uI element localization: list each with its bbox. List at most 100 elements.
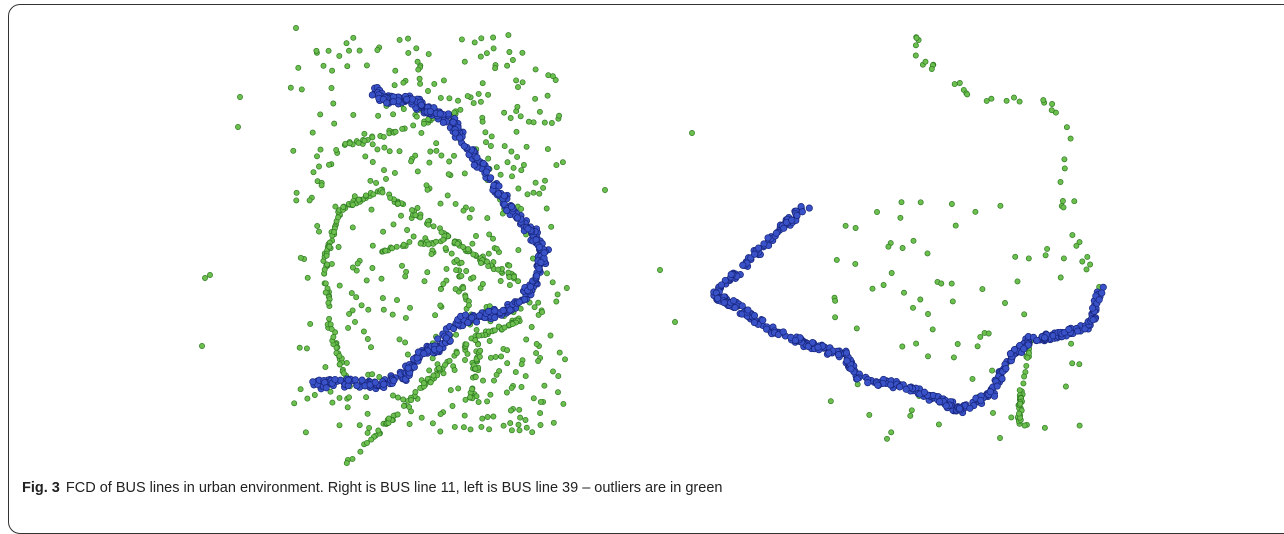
- gps-point: [847, 365, 855, 373]
- gps-point: [472, 365, 479, 372]
- gps-point: [404, 227, 411, 233]
- gps-point: [458, 272, 465, 279]
- gps-point: [429, 420, 436, 427]
- gps-point: [417, 240, 424, 247]
- gps-point: [1017, 400, 1024, 407]
- gps-point: [1074, 327, 1082, 335]
- gps-point: [509, 321, 516, 328]
- gps-point: [331, 229, 337, 235]
- gps-point: [329, 399, 336, 406]
- gps-point: [437, 411, 444, 418]
- gps-point: [331, 120, 338, 127]
- gps-point: [543, 205, 550, 212]
- gps-point: [510, 164, 517, 171]
- gps-point: [390, 377, 398, 385]
- gps-point: [402, 314, 409, 321]
- gps-point: [326, 315, 333, 322]
- gps-point: [328, 85, 335, 91]
- gps-point: [504, 347, 511, 354]
- gps-point: [507, 407, 514, 414]
- gps-point: [482, 129, 489, 136]
- gps-point: [470, 100, 477, 107]
- gps-point: [360, 328, 367, 335]
- gps-point: [526, 283, 535, 291]
- gps-point: [293, 189, 300, 196]
- gps-point: [484, 398, 491, 405]
- gps-point: [349, 201, 356, 208]
- gps-point: [369, 134, 376, 141]
- gps-point: [478, 35, 485, 42]
- gps-point: [407, 304, 413, 311]
- gps-point: [465, 246, 472, 253]
- gps-point: [332, 203, 339, 210]
- gps-point: [472, 337, 479, 344]
- gps-point: [497, 278, 504, 284]
- gps-point: [509, 57, 516, 63]
- gps-point: [490, 413, 497, 420]
- gps-point: [1068, 340, 1075, 347]
- gps-point: [437, 302, 444, 309]
- gps-point: [427, 379, 434, 386]
- gps-point: [451, 129, 459, 137]
- gps-point: [457, 106, 464, 113]
- gps-point: [505, 32, 512, 39]
- gps-point: [472, 374, 479, 380]
- gps-point: [421, 278, 428, 285]
- gps-point: [805, 204, 813, 212]
- gps-point: [977, 333, 984, 340]
- gps-point: [410, 122, 417, 129]
- gps-point: [936, 398, 944, 406]
- gps-point: [491, 314, 499, 322]
- gps-point: [1041, 334, 1049, 342]
- gps-point: [507, 420, 514, 427]
- gps-point: [515, 298, 523, 306]
- gps-point: [954, 341, 961, 347]
- gps-point: [440, 77, 447, 84]
- gps-point: [362, 192, 369, 199]
- gps-point: [379, 189, 386, 196]
- gps-point: [400, 79, 407, 86]
- gps-point: [842, 349, 851, 357]
- gps-point: [291, 400, 298, 407]
- gps-point: [368, 436, 375, 443]
- gps-point: [358, 376, 366, 384]
- gps-point: [1042, 252, 1049, 259]
- gps-point: [1071, 198, 1078, 205]
- gps-point: [470, 251, 477, 258]
- gps-point: [901, 289, 907, 296]
- gps-point: [376, 374, 383, 380]
- gps-point: [433, 238, 439, 245]
- gps-point: [1069, 232, 1076, 239]
- gps-point: [910, 304, 916, 311]
- gps-point: [199, 343, 205, 349]
- gps-point: [361, 137, 368, 144]
- gps-point: [449, 118, 457, 126]
- gps-point: [477, 53, 484, 60]
- gps-point: [369, 265, 376, 271]
- gps-point: [439, 118, 447, 127]
- gps-point: [432, 312, 439, 319]
- gps-point: [1061, 156, 1068, 163]
- gps-point: [548, 120, 555, 126]
- gps-point: [1063, 124, 1070, 131]
- gps-point: [554, 291, 561, 298]
- gps-point: [760, 240, 768, 248]
- gps-point: [346, 140, 353, 147]
- gps-point: [533, 341, 540, 347]
- gps-point: [322, 384, 330, 392]
- gps-point: [1044, 245, 1051, 252]
- gps-point: [925, 311, 931, 317]
- gps-point: [383, 99, 391, 107]
- gps-point: [475, 90, 482, 97]
- gps-point: [501, 324, 508, 331]
- gps-point: [398, 212, 404, 219]
- gps-point: [331, 375, 339, 384]
- gps-point: [287, 84, 294, 91]
- gps-point: [935, 421, 942, 428]
- gps-point: [451, 109, 458, 116]
- gps-point: [754, 244, 763, 252]
- gps-point: [371, 378, 379, 387]
- gps-point: [382, 247, 389, 254]
- gps-point: [727, 270, 735, 278]
- gps-point: [948, 201, 955, 207]
